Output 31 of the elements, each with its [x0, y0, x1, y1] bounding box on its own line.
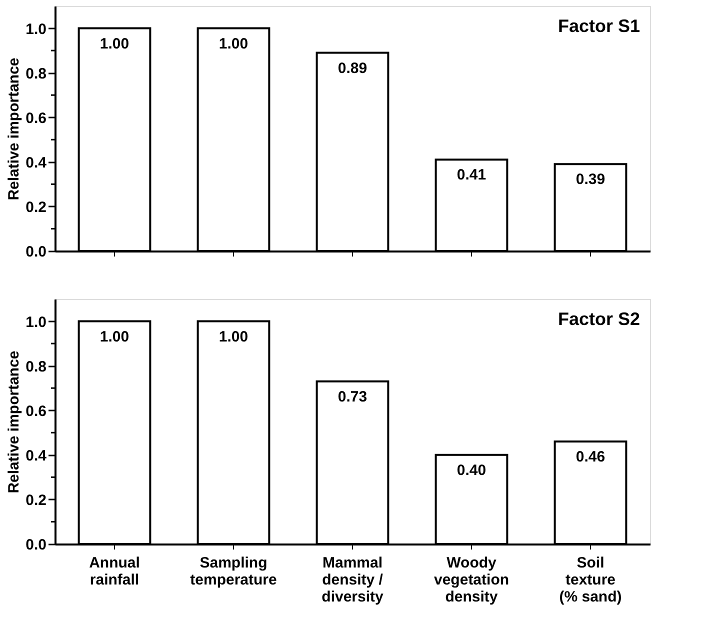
data-label: 0.73 — [338, 388, 368, 406]
y-tick-label: 1.0 — [26, 314, 46, 331]
y-tick-label: 0.8 — [26, 358, 46, 376]
x-tick-label: Annual rainfall — [89, 554, 140, 588]
y-tick-label: 0.6 — [26, 402, 46, 420]
y-axis-title: Relative importance — [6, 350, 23, 494]
text: Factor S1 — [558, 16, 640, 36]
y-tick-label: 0.4 — [26, 447, 48, 464]
x-tick-label: Sampling temperature — [190, 554, 277, 588]
y-tick-label: 0.8 — [26, 65, 46, 82]
data-label: 1.00 — [218, 328, 248, 346]
x-tick-label: Woody vegetation density — [434, 554, 510, 606]
y-tick-label: 0.4 — [26, 154, 48, 172]
data-label: 0.40 — [456, 462, 486, 479]
y-tick-label: 0.0 — [26, 536, 46, 554]
y-tick-label: 0.2 — [26, 492, 46, 509]
data-label: 0.46 — [576, 448, 606, 466]
x-tick-label: Soil texture (% sand) — [559, 554, 622, 606]
data-label: 0.41 — [456, 166, 486, 184]
data-label: 1.00 — [218, 35, 248, 52]
y-tick-label: 0.0 — [26, 244, 46, 260]
data-label: 1.00 — [100, 35, 130, 52]
y-tick-label: 0.2 — [26, 198, 46, 216]
y-tick-label: 0.6 — [26, 110, 46, 127]
x-tick-label: Mammal density / diversity — [322, 554, 384, 606]
data-label: 0.39 — [576, 171, 606, 188]
text: Factor S2 — [558, 309, 640, 329]
data-label: 1.00 — [100, 328, 130, 346]
y-tick-label: 1.0 — [26, 20, 46, 38]
y-axis-title: Relative importance — [6, 58, 23, 200]
data-label: 0.89 — [338, 60, 368, 77]
